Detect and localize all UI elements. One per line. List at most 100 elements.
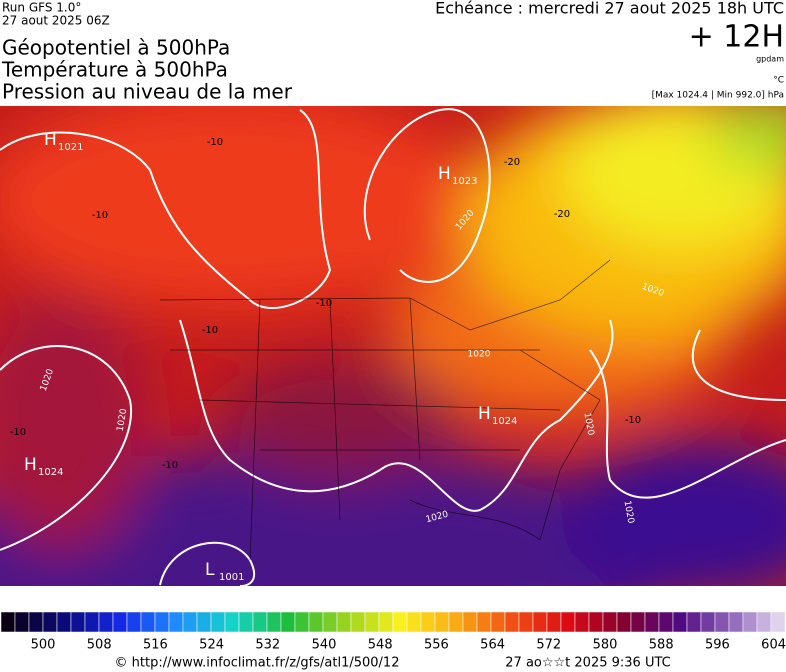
pressure-letter: H <box>478 404 491 424</box>
colorbar-swatch <box>364 611 380 633</box>
pressure-letter: H <box>24 455 37 475</box>
colorbar-label: 564 <box>480 638 505 653</box>
colorbar-label: 508 <box>87 638 112 653</box>
colorbar-swatch <box>126 611 142 633</box>
colorbar-swatch <box>154 611 170 633</box>
isobar-label: 1020 <box>116 408 130 433</box>
pressure-value: 1024 <box>492 416 517 427</box>
colorbar-swatch <box>728 611 744 633</box>
field <box>0 106 786 586</box>
unit-temp: °C <box>773 76 784 86</box>
colorbar-swatch <box>294 611 310 633</box>
isobar-label: 1020 <box>622 500 636 525</box>
colorbar-swatch <box>504 611 520 633</box>
colorbar-swatch <box>574 611 590 633</box>
pressure-letter: H <box>438 164 451 184</box>
colorbar-swatch <box>406 611 422 633</box>
colorbar-swatch <box>420 611 436 633</box>
title-line: Géopotentiel à 500hPa <box>2 36 230 60</box>
colorbar-swatch <box>588 611 604 633</box>
colorbar-swatch <box>266 611 282 633</box>
colorbar-swatch <box>182 611 198 633</box>
colorbar-swatch <box>42 611 58 633</box>
header: Run GFS 1.0° 27 aout 2025 06Z Géopotenti… <box>1 0 784 104</box>
temperature-label: -10 <box>625 415 641 426</box>
temperature-label: -10 <box>202 325 218 336</box>
colorbar-swatch <box>140 611 156 633</box>
colorbar-swatch <box>742 611 758 633</box>
colorbar-swatch <box>252 611 268 633</box>
colorbar-swatch <box>686 611 702 633</box>
colorbar-swatch <box>700 611 716 633</box>
colorbar-swatch <box>518 611 534 633</box>
pressure-value: 1024 <box>38 467 63 478</box>
temperature-label: -20 <box>554 209 570 220</box>
colorbar-swatch <box>14 611 30 633</box>
colorbar-swatch <box>168 611 184 633</box>
temperature-label: -10 <box>207 137 223 148</box>
colorbar-label: 524 <box>199 638 224 653</box>
pressure-value: 1001 <box>219 572 244 583</box>
colorbar-swatch <box>616 611 632 633</box>
colorbar-swatch <box>70 611 86 633</box>
isobars <box>0 108 786 586</box>
colorbar-label: 532 <box>255 638 280 653</box>
colorbar-swatch <box>476 611 492 633</box>
temperature-label: -10 <box>316 298 332 309</box>
colorbar-swatch <box>0 611 16 633</box>
map <box>0 106 786 586</box>
colorbar-swatch <box>532 611 548 633</box>
unit-geo: gpdam <box>756 55 784 64</box>
colorbar-swatch <box>224 611 240 633</box>
colorbar-swatch <box>448 611 464 633</box>
colorbar-swatch <box>546 611 562 633</box>
colorbar-label: 572 <box>536 638 561 653</box>
colorbar-swatch <box>112 611 128 633</box>
colorbar-swatch <box>462 611 478 633</box>
borders <box>159 259 611 561</box>
colorbar-swatch <box>196 611 212 633</box>
isobar-label: 1020 <box>582 412 596 437</box>
lead-time: + 12H <box>689 20 784 55</box>
colorbar-label: 588 <box>649 638 674 653</box>
colorbar-swatch <box>770 611 786 633</box>
colorbar-swatch <box>602 611 618 633</box>
colorbar-swatch <box>392 611 408 633</box>
colorbar-label: 548 <box>368 638 393 653</box>
footer-source: © http://www.infoclimat.fr/z/gfs/atl1/50… <box>115 656 400 671</box>
colorbar-swatch <box>644 611 660 633</box>
colorbar-swatch <box>28 611 44 633</box>
colorbar-label: 596 <box>705 638 730 653</box>
pressure-letter: H <box>44 130 57 150</box>
colorbar-swatch <box>658 611 674 633</box>
forecast-time: Echéance : mercredi 27 aout 2025 18h UTC <box>435 0 784 18</box>
colorbar-swatch <box>322 611 338 633</box>
colorbar-label: 500 <box>31 638 56 653</box>
colorbar: 500 508 516 524 532 540 548 556 564 572 580 588 596 6… <box>0 611 786 653</box>
colorbar-label: 516 <box>143 638 168 653</box>
colorbar-swatch <box>308 611 324 633</box>
colorbar-swatch <box>56 611 72 633</box>
colorbar-label: 540 <box>312 638 337 653</box>
colorbar-swatch <box>336 611 352 633</box>
run-label: Run GFS 1.0° <box>2 1 81 15</box>
colorbar-label: 604 <box>761 638 786 653</box>
pressure-value: 1023 <box>452 176 477 187</box>
colorbar-swatch <box>434 611 450 633</box>
temperature-label: -10 <box>10 427 26 438</box>
colorbar-swatch <box>490 611 506 633</box>
temperature-label: -10 <box>92 210 108 221</box>
colorbar-swatch <box>280 611 296 633</box>
colorbar-swatch <box>238 611 254 633</box>
colorbar-swatch <box>630 611 646 633</box>
colorbar-swatch <box>378 611 394 633</box>
isobar-label: 1020 <box>468 350 491 360</box>
temperature-label: -10 <box>162 460 178 471</box>
pressure-letter: L <box>205 560 215 580</box>
run-date: 27 aout 2025 06Z <box>2 14 110 28</box>
footer-timestamp: 27 ao☆☆t 2025 9:36 UTC <box>505 656 670 671</box>
title-line: Température à 500hPa <box>1 58 228 82</box>
colorbar-swatch <box>84 611 100 633</box>
temperature-label: -20 <box>504 157 520 168</box>
colorbar-swatch <box>714 611 730 633</box>
